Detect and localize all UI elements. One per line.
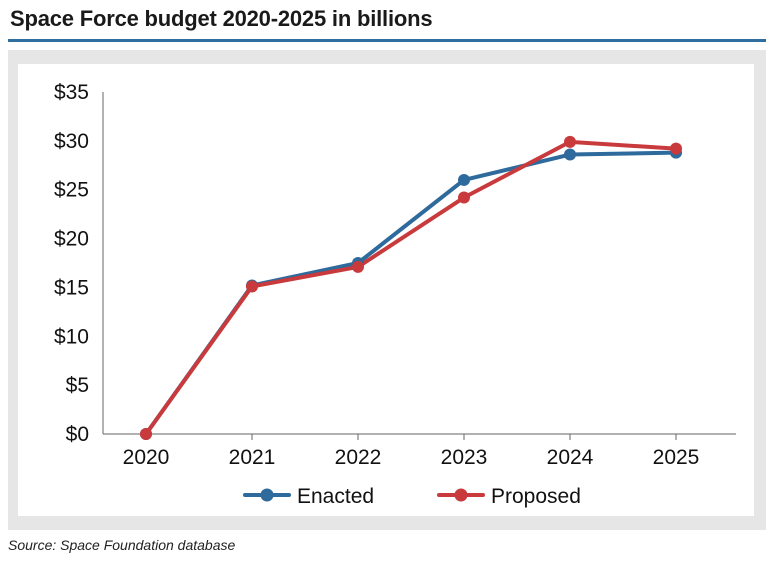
y-tick-label: $10 xyxy=(54,325,89,348)
legend-enacted-marker xyxy=(260,488,274,502)
x-tick-label: 2022 xyxy=(335,446,382,469)
x-tick-label: 2020 xyxy=(123,446,170,469)
y-tick-label: $5 xyxy=(66,374,89,397)
y-tick-label: $30 xyxy=(54,130,89,153)
source-note: Source: Space Foundation database xyxy=(8,537,236,553)
page-title: Space Force budget 2020-2025 in billions xyxy=(10,6,433,31)
proposed-data-point xyxy=(352,260,364,273)
x-tick-label: 2023 xyxy=(441,446,488,469)
y-tick-label: $0 xyxy=(66,423,89,446)
legend-proposed-label: Proposed xyxy=(491,485,581,508)
x-tick-label: 2021 xyxy=(229,446,276,469)
proposed-series-line xyxy=(144,139,678,436)
proposed-data-point xyxy=(246,280,258,293)
y-tick-label: $25 xyxy=(54,179,89,202)
proposed-data-point xyxy=(670,142,682,155)
y-tick-label: $35 xyxy=(54,81,89,104)
y-tick-label: $15 xyxy=(54,276,89,299)
legend-proposed-marker xyxy=(454,488,468,502)
y-tick-label: $20 xyxy=(54,228,89,251)
x-tick-label: 2024 xyxy=(547,446,594,469)
legend-enacted-label: Enacted xyxy=(297,485,374,508)
proposed-data-point xyxy=(458,191,470,204)
proposed-data-point xyxy=(564,135,576,148)
enacted-data-point xyxy=(564,148,576,161)
plot-area xyxy=(18,64,754,516)
title-divider xyxy=(8,39,766,42)
proposed-data-point xyxy=(140,428,152,440)
enacted-series-line xyxy=(144,150,678,436)
enacted-data-point xyxy=(458,173,470,186)
x-tick-label: 2025 xyxy=(653,446,700,469)
